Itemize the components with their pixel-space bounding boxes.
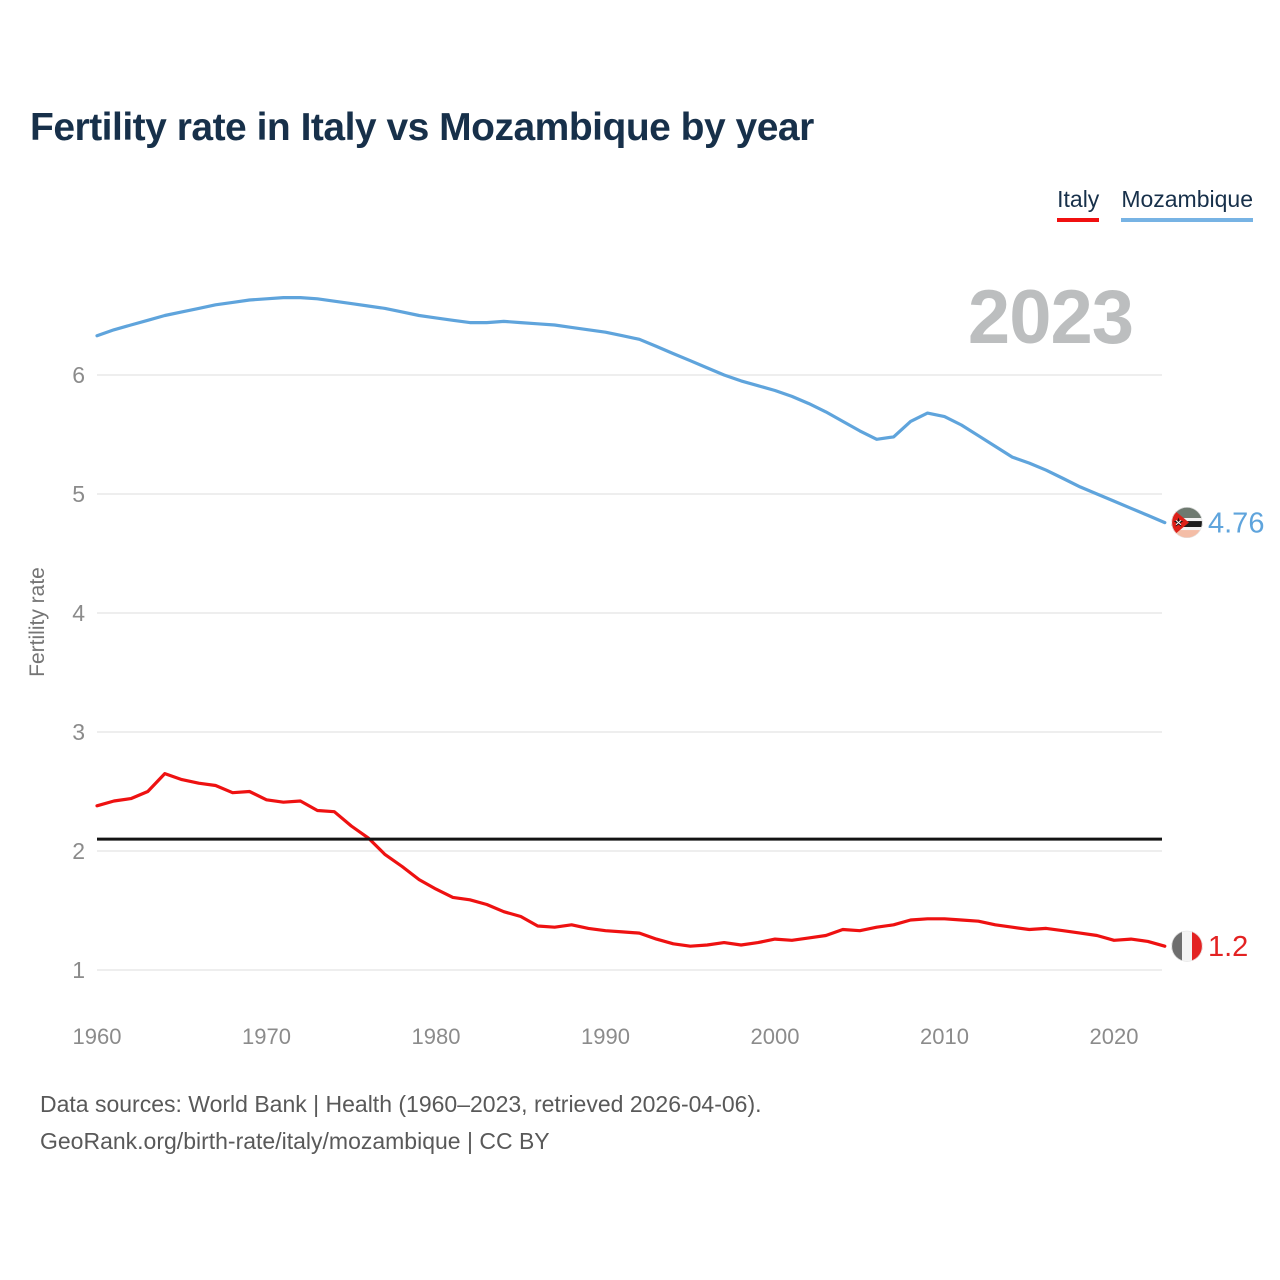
legend: Italy Mozambique <box>1057 186 1253 222</box>
italy-line <box>95 771 1167 948</box>
y-tick-label: 3 <box>72 719 85 745</box>
y-tick-label: 5 <box>72 481 85 507</box>
mozambique-end-value: 4.76 <box>1208 508 1264 540</box>
legend-item-italy[interactable]: Italy <box>1057 186 1100 222</box>
x-tick-label: 1960 <box>73 1024 122 1049</box>
chart-title: Fertility rate in Italy vs Mozambique by… <box>30 106 814 149</box>
x-tick-label: 2020 <box>1090 1024 1139 1049</box>
y-tick-label: 6 <box>72 362 85 388</box>
y-axis-title: Fertility rate <box>26 567 49 677</box>
italy-end-value: 1.2 <box>1208 931 1248 963</box>
mozambique-flag-icon <box>1171 507 1203 539</box>
x-tick-label: 2010 <box>920 1024 969 1049</box>
footer-sources: Data sources: World Bank | Health (1960–… <box>40 1091 762 1117</box>
x-tick-label: 1970 <box>242 1024 291 1049</box>
x-tick-label: 1980 <box>412 1024 461 1049</box>
watermark-year: 2023 <box>968 275 1133 360</box>
mozambique-line <box>95 296 1167 525</box>
x-tick-label: 2000 <box>751 1024 800 1049</box>
y-tick-label: 4 <box>72 600 85 626</box>
footer: Data sources: World Bank | Health (1960–… <box>40 1086 762 1160</box>
y-tick-label: 2 <box>72 838 85 864</box>
x-tick-label: 1990 <box>581 1024 630 1049</box>
y-tick-label: 1 <box>72 957 85 983</box>
legend-item-mozambique[interactable]: Mozambique <box>1121 186 1253 222</box>
italy-flag-icon <box>1171 930 1203 962</box>
footer-attribution: GeoRank.org/birth-rate/italy/mozambique … <box>40 1128 550 1154</box>
